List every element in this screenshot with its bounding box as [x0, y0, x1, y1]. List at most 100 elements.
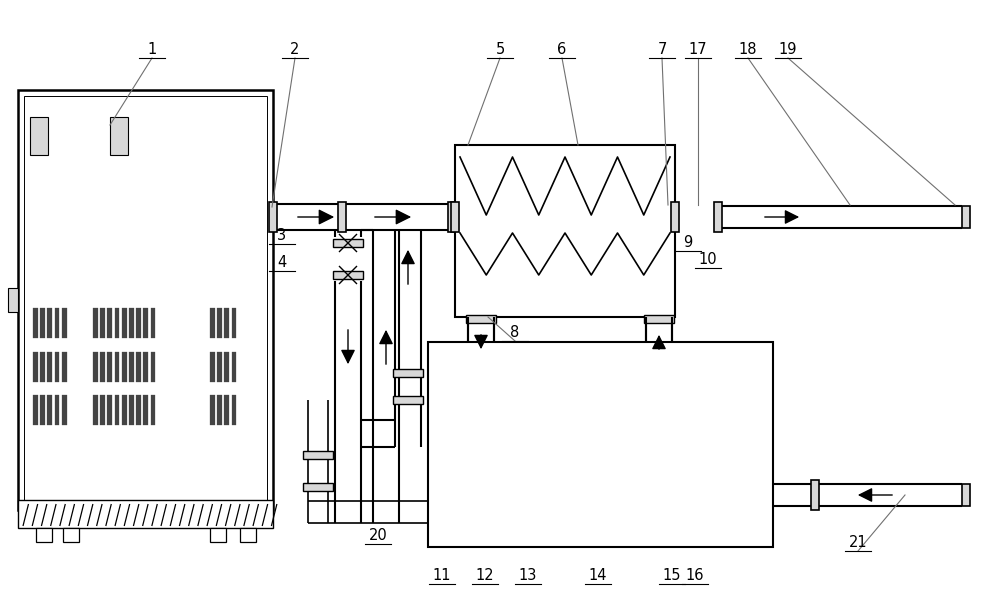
Text: 9: 9	[683, 235, 693, 250]
Bar	[644, 315, 674, 323]
Bar	[962, 206, 970, 228]
Bar	[33, 395, 38, 425]
Bar	[136, 395, 141, 425]
Bar	[393, 396, 423, 404]
Bar	[47, 395, 52, 425]
Bar	[217, 352, 222, 382]
Text: 13: 13	[519, 568, 537, 583]
Bar	[93, 395, 98, 425]
Text: 19: 19	[779, 42, 797, 57]
Bar	[122, 352, 127, 382]
Bar	[136, 352, 141, 382]
Bar	[107, 352, 112, 382]
Text: 11: 11	[433, 568, 451, 583]
Bar	[36, 528, 52, 542]
Text: 17: 17	[689, 42, 707, 57]
Bar	[143, 395, 148, 425]
Bar	[210, 352, 215, 382]
Bar	[448, 202, 456, 232]
Bar	[644, 355, 674, 363]
Bar	[40, 395, 45, 425]
Bar	[107, 308, 112, 338]
Bar	[143, 352, 148, 382]
Bar	[455, 145, 675, 317]
Bar	[47, 308, 52, 338]
Bar	[333, 239, 363, 247]
Bar	[962, 484, 970, 506]
Bar	[100, 308, 105, 338]
Bar	[122, 395, 127, 425]
Bar	[100, 352, 105, 382]
Bar	[303, 483, 333, 491]
Bar	[40, 352, 45, 382]
Bar	[62, 308, 67, 338]
Bar	[151, 308, 155, 338]
Text: 15: 15	[663, 568, 681, 583]
Bar	[8, 288, 18, 312]
Bar	[18, 500, 273, 528]
Bar	[100, 395, 105, 425]
Bar	[30, 117, 48, 155]
Bar	[217, 308, 222, 338]
Bar	[428, 342, 773, 547]
Bar	[224, 395, 229, 425]
Bar	[129, 352, 134, 382]
Bar	[122, 308, 127, 338]
Bar	[136, 308, 141, 338]
Bar	[451, 202, 459, 232]
Bar	[115, 395, 119, 425]
Bar	[107, 395, 112, 425]
Bar	[62, 352, 67, 382]
Text: 7: 7	[657, 42, 667, 57]
Bar	[232, 308, 236, 338]
Bar	[110, 117, 128, 155]
Bar	[232, 352, 236, 382]
Bar	[129, 395, 134, 425]
Bar	[33, 308, 38, 338]
Text: 3: 3	[277, 228, 287, 243]
Text: 10: 10	[699, 252, 717, 267]
Text: 12: 12	[476, 568, 494, 583]
Bar	[63, 528, 79, 542]
Text: 8: 8	[510, 325, 520, 340]
Text: 18: 18	[739, 42, 757, 57]
Bar	[115, 352, 119, 382]
Bar	[811, 480, 819, 510]
Bar	[33, 352, 38, 382]
Bar	[671, 202, 679, 232]
Bar	[338, 202, 346, 232]
Bar	[129, 308, 134, 338]
Text: 4: 4	[277, 255, 287, 270]
Bar	[210, 528, 226, 542]
Bar	[62, 395, 67, 425]
Text: 21: 21	[849, 535, 867, 550]
Bar	[269, 202, 277, 232]
Text: 6: 6	[557, 42, 567, 57]
Bar	[55, 308, 59, 338]
Bar	[224, 308, 229, 338]
Text: 20: 20	[369, 528, 387, 543]
Bar	[151, 395, 155, 425]
Bar	[217, 395, 222, 425]
Text: 1: 1	[147, 42, 157, 57]
Bar	[714, 202, 722, 232]
Bar	[93, 352, 98, 382]
Bar	[210, 395, 215, 425]
Bar	[47, 352, 52, 382]
Bar	[40, 308, 45, 338]
Bar	[55, 395, 59, 425]
Text: 14: 14	[589, 568, 607, 583]
Bar	[232, 395, 236, 425]
Text: 5: 5	[495, 42, 505, 57]
Bar	[55, 352, 59, 382]
Text: 2: 2	[290, 42, 300, 57]
Bar	[393, 369, 423, 377]
Bar	[143, 308, 148, 338]
Bar	[333, 271, 363, 279]
Bar	[115, 308, 119, 338]
Bar	[303, 451, 333, 459]
Bar	[210, 308, 215, 338]
Bar	[24, 96, 267, 504]
Bar	[93, 308, 98, 338]
Bar	[466, 315, 496, 323]
